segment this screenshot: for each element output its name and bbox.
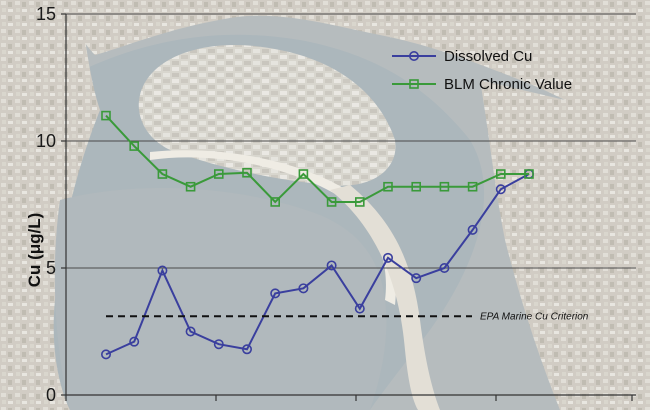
blm-chronic-value-point: [383, 181, 393, 192]
dissolved-cu-point: [411, 273, 422, 284]
dissolved-cu-point: [354, 303, 365, 314]
legend-label-dissolved-cu: Dissolved Cu: [444, 48, 532, 65]
y-tick-label: 5: [46, 258, 56, 278]
dissolved-cu-point: [213, 339, 224, 350]
y-tick-label: 10: [36, 131, 56, 151]
dissolved-cu-point: [298, 283, 309, 294]
blm-chronic-value-point: [242, 167, 252, 178]
plot-area: [66, 13, 636, 269]
dissolved-cu-point: [495, 184, 506, 195]
dissolved-cu-point: [185, 326, 196, 337]
blm-chronic-value-point: [298, 169, 309, 179]
dissolved-cu-point: [467, 224, 478, 235]
blm-chronic-value-point: [157, 169, 168, 179]
y-tick-label: 0: [46, 385, 56, 405]
blm-chronic-value-point: [354, 197, 365, 207]
y-tick-label: 15: [36, 4, 56, 24]
legend-label-blm-chronic-value: BLM Chronic Value: [444, 76, 572, 93]
dissolved-cu-point: [439, 262, 450, 273]
blm-chronic-value-point: [129, 141, 139, 151]
dissolved-cu-point: [101, 349, 112, 360]
y-axis-title: Cu (μg/L): [25, 213, 44, 288]
dissolved-cu-point: [382, 252, 393, 263]
dissolved-cu-point: [242, 344, 253, 355]
legend-marker-dissolved-cu: [408, 50, 419, 61]
blm-chronic-value-point: [214, 169, 224, 179]
dissolved-cu-point: [270, 288, 281, 299]
reference-line-layer: EPA Marine Cu Criterion: [106, 311, 589, 322]
epa-criterion-label: EPA Marine Cu Criterion: [480, 311, 589, 322]
blm-chronic-value-line: [105, 114, 529, 204]
blm-chronic-value-point: [495, 169, 506, 179]
legend-marker-blm-chronic-value: [409, 79, 419, 89]
dissolved-cu-point: [157, 265, 168, 276]
blm-chronic-value-point: [524, 169, 534, 179]
dissolved-cu-line: [105, 173, 530, 356]
blm-chronic-value-point: [467, 181, 478, 192]
legend: Dissolved Cu BLM Chronic Value: [392, 48, 572, 93]
blm-chronic-value-point: [439, 181, 450, 192]
blm-chronic-value-point: [185, 181, 196, 192]
dissolved-cu-point: [129, 336, 140, 347]
blm-chronic-value-point: [270, 197, 281, 207]
dissolved-cu-point: [326, 260, 337, 271]
y-axis: 0 5 10 15: [36, 4, 636, 405]
series-layer: [101, 110, 534, 360]
blm-chronic-value-point: [411, 181, 422, 192]
blm-chronic-value-point: [326, 197, 337, 207]
blm-chronic-value-point: [101, 110, 111, 121]
